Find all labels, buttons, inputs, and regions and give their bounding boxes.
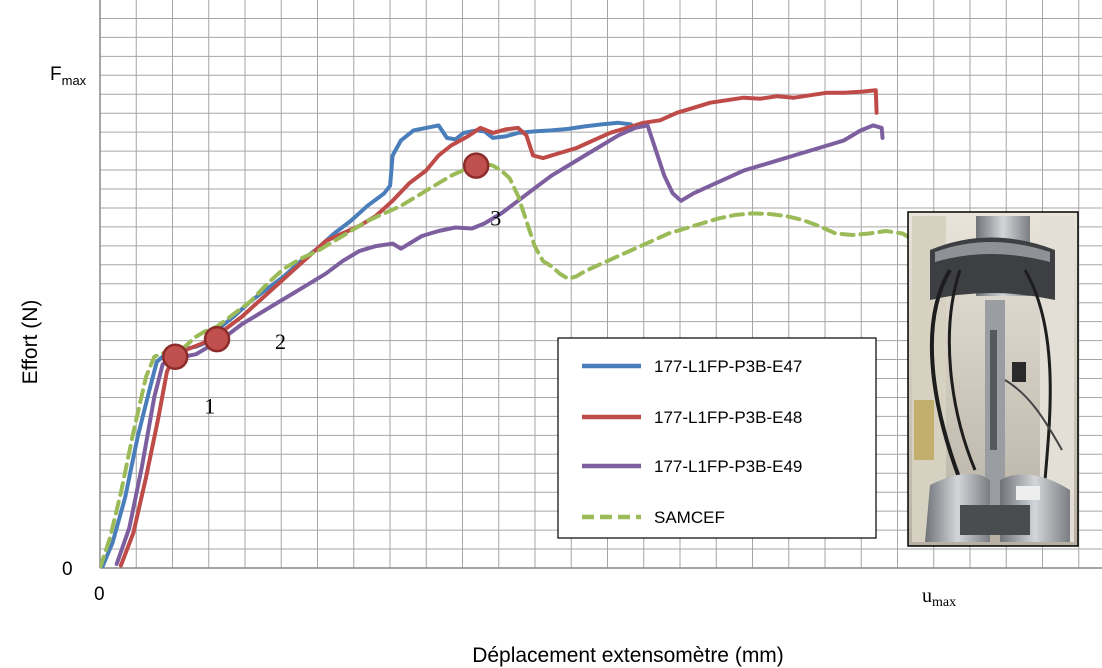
marker-point-3 [462,152,490,179]
legend-box [557,337,877,539]
y-tick-max-sub: max [62,73,87,88]
marker-point-2 [203,325,231,353]
marker-label-1: 1 [204,394,215,419]
legend-label-2: 177-L1FP-P3B-E49 [654,457,802,476]
x-tick-max: umax [922,585,956,610]
legend-label-0: 177-L1FP-P3B-E47 [654,357,802,376]
x-tick-zero: 0 [94,584,105,605]
legend-label-3: SAMCEF [654,508,725,527]
x-tick-max-main: u [922,585,932,607]
y-tick-max: Fmax [50,64,87,88]
x-axis-title: Déplacement extensomètre (mm) [472,644,784,667]
y-axis-title: Effort (N) [19,300,42,385]
y-tick-zero: 0 [62,559,73,580]
x-tick-max-sub: max [932,595,956,610]
marker-label-3: 3 [490,206,501,231]
test-machine-photo [907,211,1079,547]
marker-label-2: 2 [275,329,286,354]
y-tick-max-main: F [50,64,62,85]
legend-label-1: 177-L1FP-P3B-E48 [654,408,802,427]
marker-layer: 1 2 3 [161,152,501,419]
marker-point-1 [161,343,189,370]
legend: 177-L1FP-P3B-E47 177-L1FP-P3B-E48 177-L1… [557,337,877,539]
